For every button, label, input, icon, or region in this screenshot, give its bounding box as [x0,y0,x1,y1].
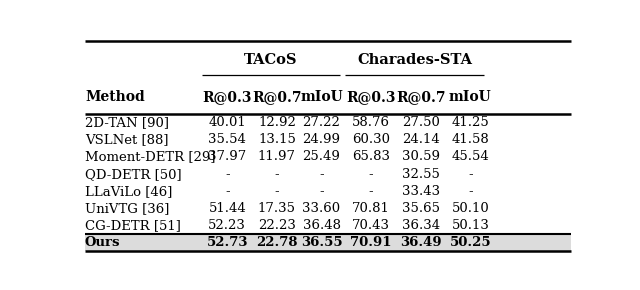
Text: R@0.7: R@0.7 [396,90,445,104]
Text: 25.49: 25.49 [303,151,340,164]
Text: 51.44: 51.44 [209,202,246,215]
Text: 13.15: 13.15 [258,133,296,146]
Text: 41.25: 41.25 [451,116,489,129]
Text: R@0.3: R@0.3 [203,90,252,104]
Text: -: - [275,185,279,198]
Text: 35.54: 35.54 [209,133,246,146]
Text: 50.10: 50.10 [451,202,489,215]
Text: 30.59: 30.59 [402,151,440,164]
Text: Ours: Ours [85,236,120,249]
Text: 70.91: 70.91 [351,236,392,249]
Text: 32.55: 32.55 [402,168,440,181]
Text: mIoU: mIoU [449,90,492,104]
Text: 37.97: 37.97 [208,151,246,164]
Text: 60.30: 60.30 [352,133,390,146]
Text: 33.60: 33.60 [303,202,340,215]
Text: 22.23: 22.23 [258,219,296,232]
Text: QD-DETR [50]: QD-DETR [50] [85,168,182,181]
Text: R@0.7: R@0.7 [252,90,301,104]
Text: R@0.3: R@0.3 [346,90,396,104]
Text: 27.22: 27.22 [303,116,340,129]
Text: LLaViLo [46]: LLaViLo [46] [85,185,172,198]
Text: 50.25: 50.25 [449,236,491,249]
Text: 17.35: 17.35 [258,202,296,215]
Text: 22.78: 22.78 [256,236,298,249]
Text: 12.92: 12.92 [258,116,296,129]
Text: 70.43: 70.43 [352,219,390,232]
Text: 24.99: 24.99 [303,133,340,146]
Text: 2D-TAN [90]: 2D-TAN [90] [85,116,169,129]
Text: -: - [369,185,374,198]
Text: 45.54: 45.54 [451,151,489,164]
Text: 70.81: 70.81 [352,202,390,215]
Text: 36.49: 36.49 [400,236,442,249]
Text: Method: Method [85,90,145,104]
Text: 41.58: 41.58 [451,133,489,146]
Text: 35.65: 35.65 [402,202,440,215]
Text: -: - [225,168,230,181]
Text: 11.97: 11.97 [258,151,296,164]
Text: -: - [468,168,473,181]
Text: 36.48: 36.48 [303,219,340,232]
Text: -: - [319,168,324,181]
Text: 58.76: 58.76 [352,116,390,129]
Bar [85,234,571,251]
Text: 24.14: 24.14 [402,133,440,146]
Text: -: - [369,168,374,181]
Text: 50.13: 50.13 [451,219,490,232]
Text: VSLNet [88]: VSLNet [88] [85,133,168,146]
Text: 52.73: 52.73 [207,236,248,249]
Text: Charades-STA: Charades-STA [357,53,472,68]
Text: CG-DETR [51]: CG-DETR [51] [85,219,181,232]
Text: TACoS: TACoS [244,53,298,68]
Text: -: - [275,168,279,181]
Text: -: - [319,185,324,198]
Text: 52.23: 52.23 [209,219,246,232]
Text: -: - [468,185,473,198]
Text: mIoU: mIoU [300,90,343,104]
Text: -: - [225,185,230,198]
Text: 33.43: 33.43 [402,185,440,198]
Text: 40.01: 40.01 [209,116,246,129]
Text: Moment-DETR [29]: Moment-DETR [29] [85,151,216,164]
Text: 65.83: 65.83 [352,151,390,164]
Text: 36.55: 36.55 [301,236,342,249]
Text: 36.34: 36.34 [402,219,440,232]
Text: UniVTG [36]: UniVTG [36] [85,202,170,215]
Text: 27.50: 27.50 [402,116,440,129]
